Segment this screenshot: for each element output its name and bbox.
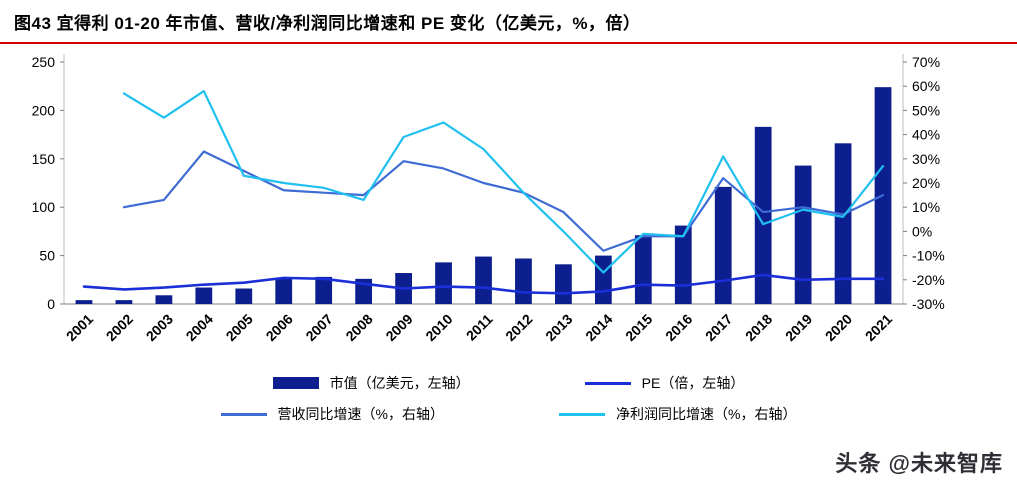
svg-text:2012: 2012 xyxy=(502,311,535,344)
title-underline xyxy=(0,42,1017,44)
svg-text:100: 100 xyxy=(32,199,56,215)
revenue-line-swatch xyxy=(220,412,267,416)
svg-text:0%: 0% xyxy=(912,223,932,239)
legend-label-revenue-growth: 营收同比增速（%，右轴） xyxy=(277,406,444,422)
svg-text:10%: 10% xyxy=(912,199,940,215)
svg-text:2021: 2021 xyxy=(862,311,895,344)
svg-text:2005: 2005 xyxy=(223,311,256,344)
svg-text:2017: 2017 xyxy=(702,311,735,344)
svg-text:2003: 2003 xyxy=(143,311,176,344)
legend-row-2: 营收同比增速（%，右轴） 净利润同比增速（%，右轴） xyxy=(220,404,796,424)
svg-text:150: 150 xyxy=(32,151,56,167)
svg-text:2002: 2002 xyxy=(103,311,136,344)
svg-text:50: 50 xyxy=(39,248,55,264)
svg-text:2006: 2006 xyxy=(263,311,296,344)
svg-text:-20%: -20% xyxy=(912,272,945,288)
svg-text:2001: 2001 xyxy=(63,311,96,344)
svg-text:40%: 40% xyxy=(912,127,940,143)
svg-text:2020: 2020 xyxy=(822,311,855,344)
chart-legend: 市值（亿美元，左轴） PE（倍，左轴） 营收同比增速（%，右轴） 净利润同比增速… xyxy=(0,373,1017,424)
legend-label-pe: PE（倍，左轴） xyxy=(641,375,745,391)
title-bar: 图43 宜得利 01-20 年市值、营收/净利润同比增速和 PE 变化（亿美元，… xyxy=(0,0,1017,44)
legend-item-market-cap: 市值（亿美元，左轴） xyxy=(272,373,470,393)
svg-text:-30%: -30% xyxy=(912,296,945,312)
svg-text:50%: 50% xyxy=(912,102,940,118)
chart-area: 0 50 100 150 200 250 -30% -20% -10% 0% 10% 20% 30% 40… xyxy=(0,46,1017,373)
svg-text:2004: 2004 xyxy=(183,311,216,344)
svg-text:70%: 70% xyxy=(912,54,940,70)
svg-text:2015: 2015 xyxy=(622,311,655,344)
svg-text:0: 0 xyxy=(47,296,55,312)
legend-label-market-cap: 市值（亿美元，左轴） xyxy=(329,375,470,391)
svg-text:2011: 2011 xyxy=(463,311,496,344)
legend-label-profit-growth: 净利润同比增速（%，右轴） xyxy=(616,406,797,422)
svg-text:2019: 2019 xyxy=(782,311,815,344)
legend-item-profit-growth: 净利润同比增速（%，右轴） xyxy=(559,404,796,424)
svg-text:2016: 2016 xyxy=(662,311,695,344)
svg-text:2007: 2007 xyxy=(302,311,335,344)
combo-chart: 0 50 100 150 200 250 -30% -20% -10% 0% 10% 20% 30% 40… xyxy=(32,54,945,344)
watermark: 头条 @未来智库 xyxy=(835,451,1003,476)
svg-text:20%: 20% xyxy=(912,175,940,191)
svg-text:2009: 2009 xyxy=(382,311,415,344)
svg-text:30%: 30% xyxy=(912,151,940,167)
svg-text:2010: 2010 xyxy=(422,311,455,344)
pe-line-swatch xyxy=(584,381,631,385)
svg-text:-10%: -10% xyxy=(912,248,945,264)
legend-item-pe: PE（倍，左轴） xyxy=(584,373,745,393)
svg-text:2008: 2008 xyxy=(342,311,375,344)
svg-text:2014: 2014 xyxy=(582,311,615,344)
svg-text:60%: 60% xyxy=(912,78,940,94)
market-cap-swatch xyxy=(272,377,319,389)
svg-text:200: 200 xyxy=(32,102,56,118)
svg-text:2018: 2018 xyxy=(742,311,775,344)
profit-line-swatch xyxy=(559,412,605,416)
legend-item-revenue-growth: 营收同比增速（%，右轴） xyxy=(220,404,444,424)
svg-text:2013: 2013 xyxy=(542,311,575,344)
svg-text:250: 250 xyxy=(32,54,56,70)
legend-row-1: 市值（亿美元，左轴） PE（倍，左轴） xyxy=(272,373,745,393)
chart-title: 图43 宜得利 01-20 年市值、营收/净利润同比增速和 PE 变化（亿美元，… xyxy=(14,14,641,33)
